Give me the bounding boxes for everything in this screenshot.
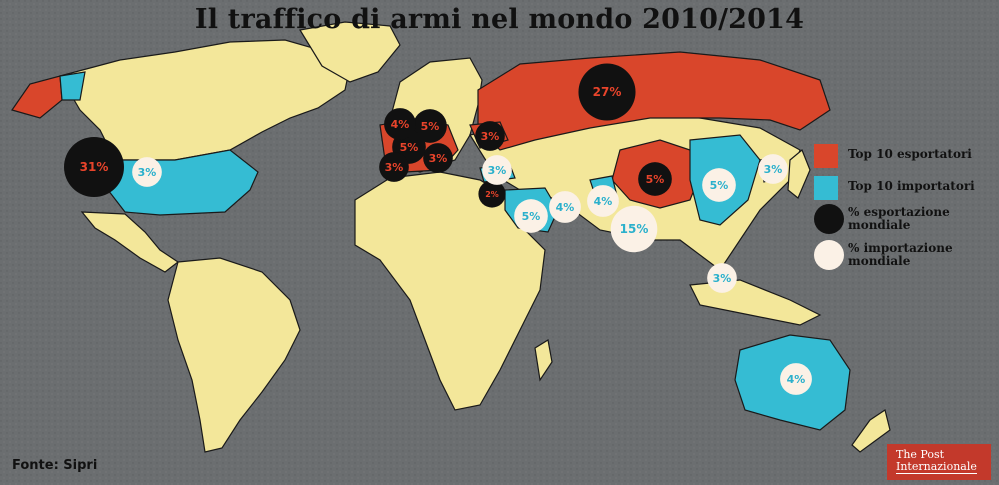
export-label-cina: 5% bbox=[646, 173, 665, 186]
export-label-spagna: 3% bbox=[385, 161, 404, 174]
export-label-francia: 5% bbox=[400, 141, 419, 154]
import-circle-australia bbox=[780, 363, 812, 395]
import-circle-singapore bbox=[707, 263, 737, 293]
export-circle-ucraina bbox=[475, 121, 505, 151]
import-label-arabia-saudita: 5% bbox=[522, 210, 541, 223]
export-label-ucraina: 3% bbox=[481, 130, 500, 143]
land-japan bbox=[787, 149, 811, 199]
export-circle-stati-uniti bbox=[64, 137, 124, 197]
export-label-germania: 5% bbox=[421, 120, 440, 133]
legend-label-import-share: % importazione mondiale bbox=[848, 241, 953, 268]
region-russia bbox=[477, 51, 831, 151]
land-madagascar bbox=[534, 339, 553, 382]
legend-item-export-share: % esportazione mondiale bbox=[814, 204, 994, 234]
logo-line1: The Post bbox=[896, 448, 945, 461]
land-new-zealand bbox=[851, 409, 891, 453]
import-circle-turchia bbox=[482, 155, 512, 185]
import-label-pakistan: 4% bbox=[594, 195, 613, 208]
import-label-india: 15% bbox=[620, 222, 649, 236]
map-title: Il traffico di armi nel mondo 2010/2014 bbox=[194, 4, 805, 35]
share-circles: 31%27%5%5%5%4%3%3%3%2%15%5%5%4% 4%4%3%3% 3… bbox=[64, 63, 812, 395]
import-label-emirati-arabi-uniti: 4% bbox=[556, 201, 575, 214]
export-circle-israele bbox=[478, 180, 506, 208]
land-south-america bbox=[167, 257, 301, 453]
import-circle-cina bbox=[702, 168, 736, 202]
publisher-logo: The Post Internazionale bbox=[887, 444, 991, 480]
import-circle-corea-del-sud bbox=[758, 154, 788, 184]
land-central-america bbox=[80, 211, 180, 273]
export-circle-regno-unito bbox=[384, 108, 416, 140]
legend-swatch-importers bbox=[814, 176, 838, 200]
export-circle-germania bbox=[413, 109, 447, 143]
import-label-turchia: 3% bbox=[488, 164, 507, 177]
import-label-corea-del-sud: 3% bbox=[764, 163, 783, 176]
export-circle-italia bbox=[423, 143, 453, 173]
logo-line2: Internazionale bbox=[896, 460, 977, 474]
import-label-australia: 4% bbox=[787, 373, 806, 386]
land-greenland bbox=[299, 21, 401, 83]
import-label-cina: 5% bbox=[710, 179, 729, 192]
legend-swatch-exporters bbox=[814, 144, 838, 168]
legend-dot-export-share bbox=[814, 204, 844, 234]
legend-label-importers: Top 10 importatori bbox=[848, 179, 975, 193]
region-usa-northwest bbox=[59, 71, 86, 101]
import-circle-india bbox=[610, 205, 658, 253]
export-label-regno-unito: 4% bbox=[391, 118, 410, 131]
export-circle-cina bbox=[638, 162, 672, 196]
legend-label-export-share: % esportazione mondiale bbox=[848, 205, 950, 232]
export-label-russia: 27% bbox=[593, 85, 622, 99]
legend-dot-import-share bbox=[814, 240, 844, 270]
export-label-stati-uniti: 31% bbox=[80, 160, 109, 174]
export-circle-russia bbox=[578, 63, 636, 121]
legend-item-exporters: Top 10 esportatori bbox=[814, 142, 994, 172]
import-label-singapore: 3% bbox=[713, 272, 732, 285]
import-circle-pakistan bbox=[587, 185, 619, 217]
import-circle-emirati-arabi-uniti bbox=[549, 191, 581, 223]
source-credit: Fonte: Sipri bbox=[12, 458, 98, 473]
export-label-italia: 3% bbox=[429, 152, 448, 165]
legend-item-import-share: % importazione mondiale bbox=[814, 240, 994, 270]
export-circle-spagna bbox=[379, 152, 409, 182]
import-circle-stati-uniti bbox=[132, 157, 162, 187]
import-label-stati-uniti: 3% bbox=[138, 166, 157, 179]
legend-label-exporters: Top 10 esportatori bbox=[848, 147, 972, 161]
import-circle-arabia-saudita bbox=[514, 199, 548, 233]
export-label-israele: 2% bbox=[485, 190, 499, 199]
land-africa bbox=[354, 171, 546, 411]
legend-item-importers: Top 10 importatori bbox=[814, 174, 994, 204]
